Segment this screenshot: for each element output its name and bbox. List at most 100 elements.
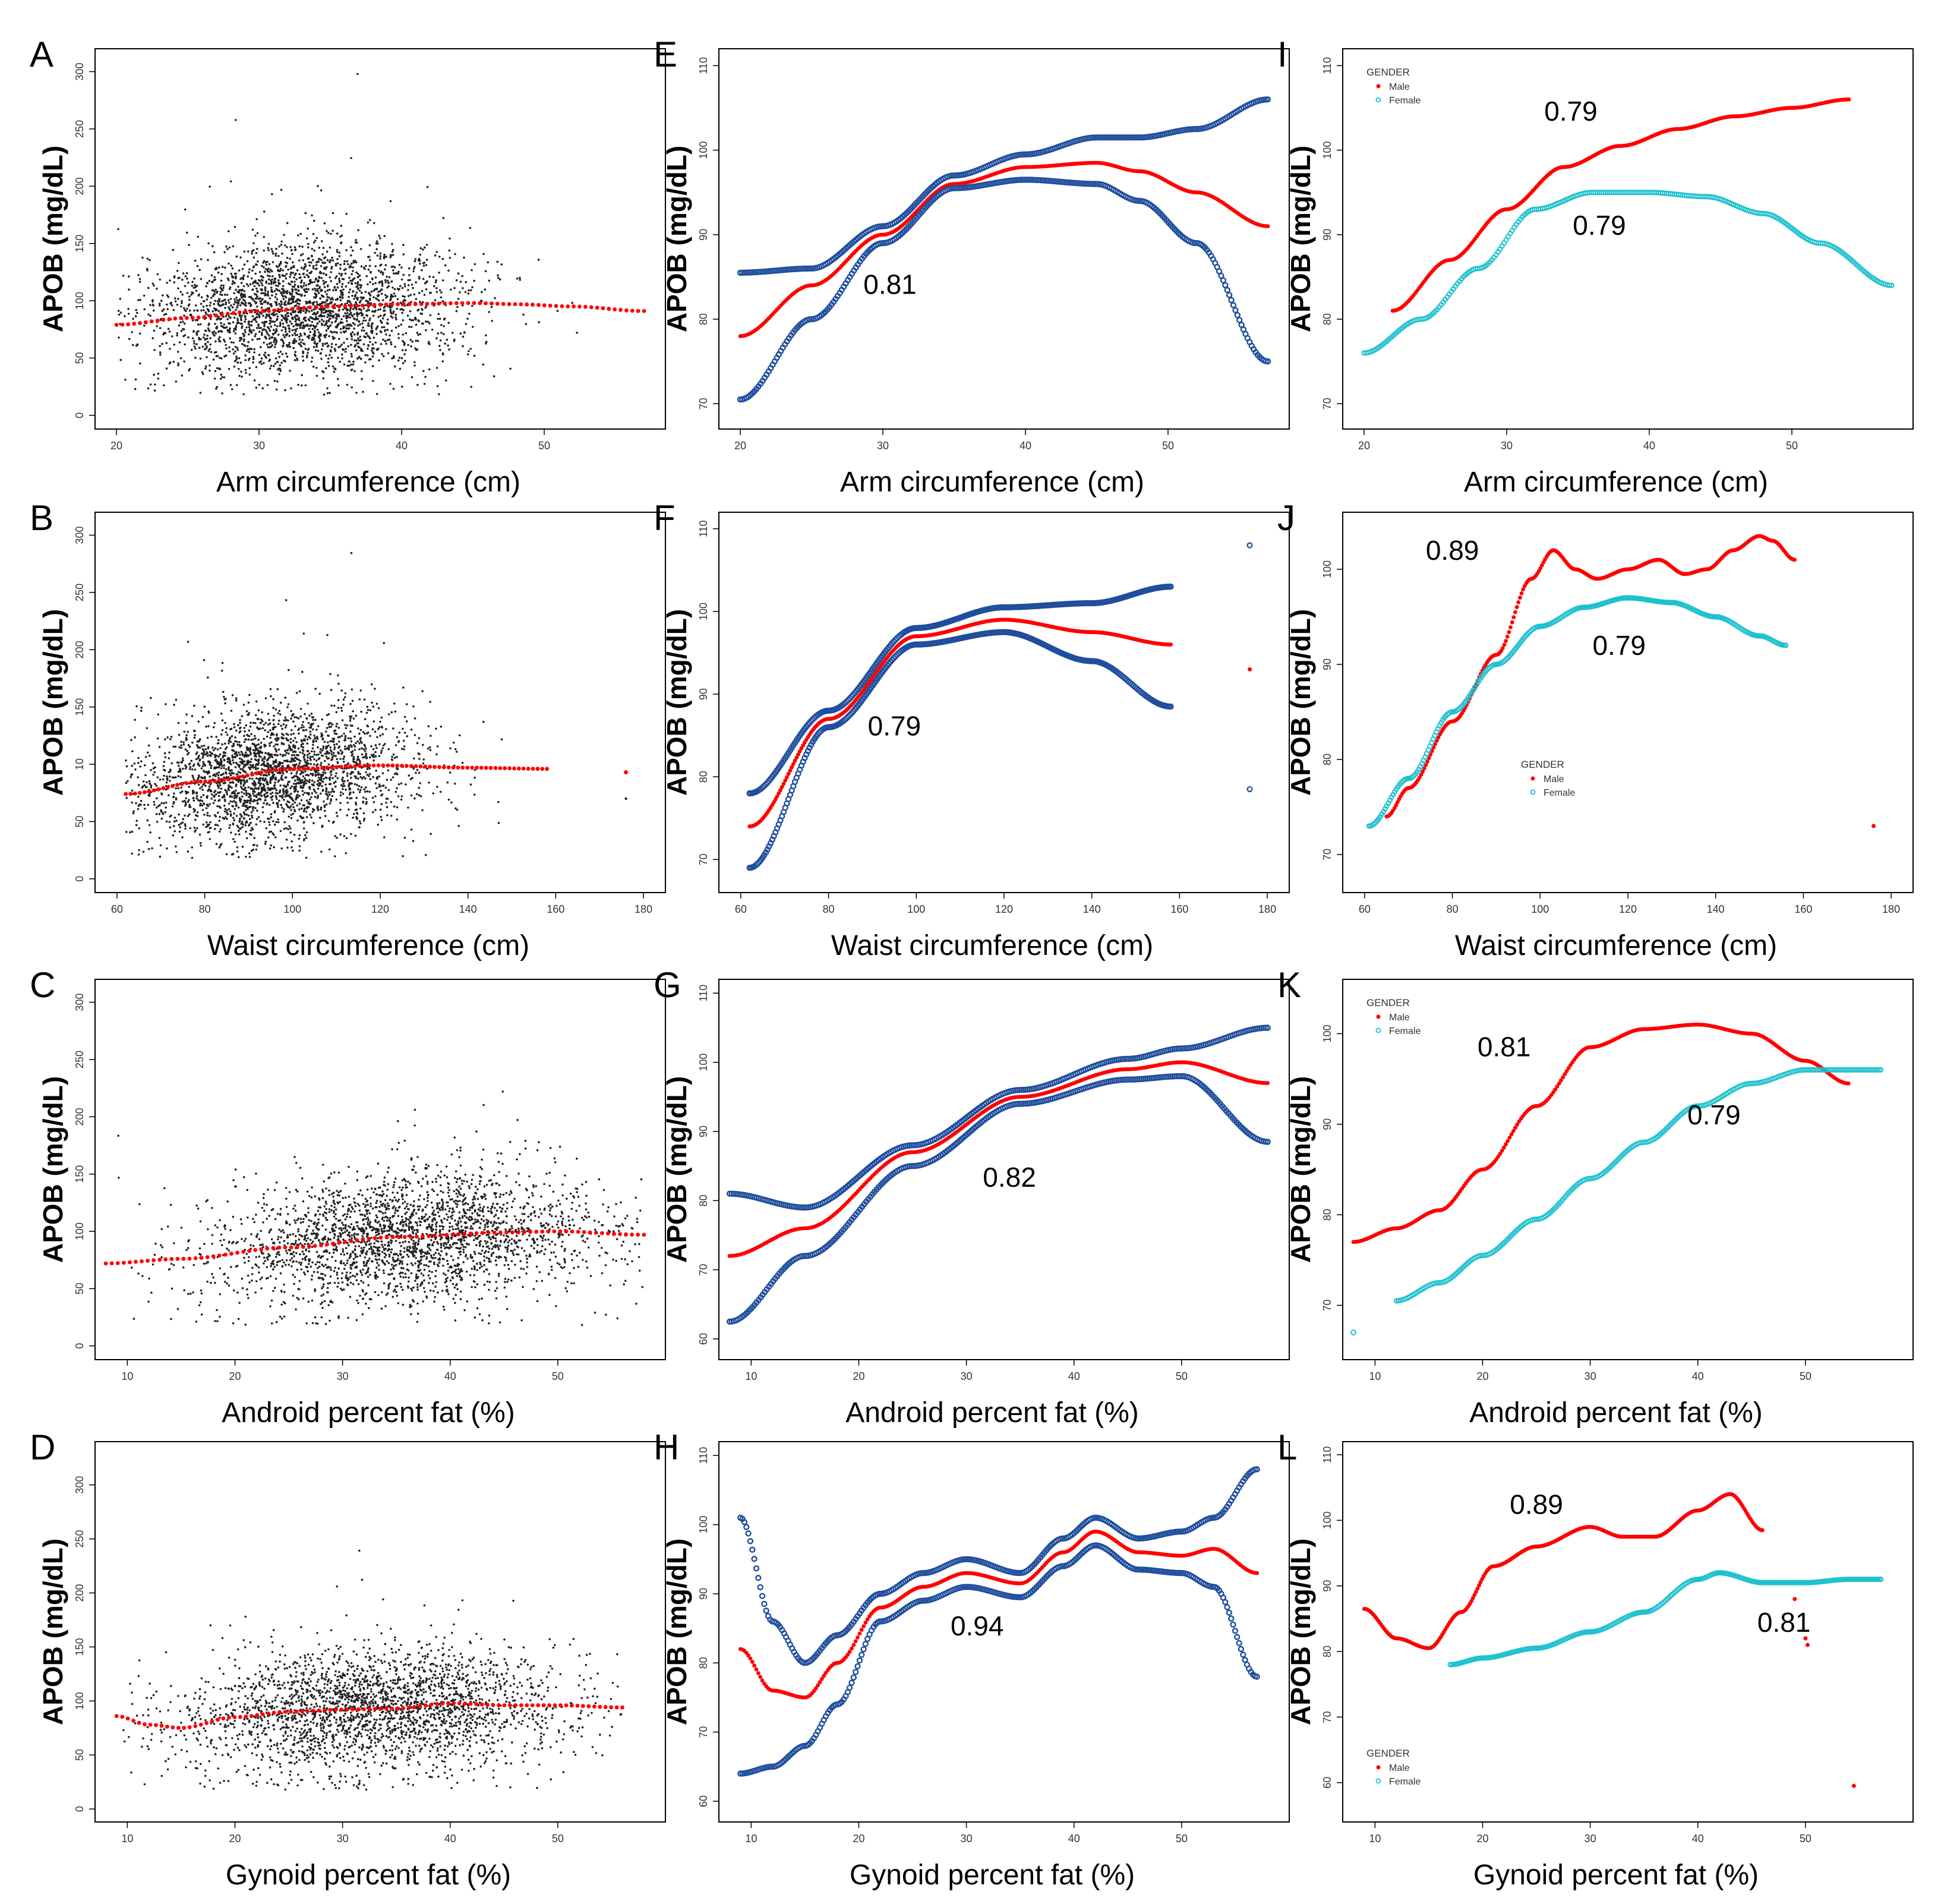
scatter-point: [311, 214, 313, 217]
scatter-point: [251, 250, 254, 253]
scatter-point: [222, 284, 225, 287]
scatter-point: [273, 339, 276, 342]
scatter-point: [291, 840, 293, 843]
scatter-point: [162, 812, 165, 815]
scatter-point: [289, 370, 291, 372]
scatter-point: [220, 373, 223, 376]
scatter-point: [320, 258, 323, 261]
scatter-point: [399, 308, 402, 311]
scatter-point: [251, 816, 254, 819]
scatter-point: [232, 756, 235, 759]
scatter-point: [252, 358, 255, 360]
scatter-point: [161, 310, 164, 313]
scatter-point: [301, 266, 303, 269]
scatter-point: [235, 255, 238, 258]
scatter-point: [449, 257, 452, 259]
scatter-point: [260, 332, 263, 334]
scatter-point: [269, 745, 271, 747]
scatter-point: [285, 752, 288, 754]
scatter-point: [261, 768, 264, 771]
scatter-point: [144, 764, 146, 767]
scatter-point: [156, 776, 159, 778]
scatter-point: [178, 746, 181, 749]
scatter-point: [462, 335, 465, 338]
scatter-point: [176, 351, 179, 353]
scatter-point: [166, 847, 168, 850]
scatter-point: [391, 316, 394, 319]
scatter-point: [466, 353, 469, 356]
scatter-point: [358, 289, 361, 292]
scatter-point: [374, 751, 377, 754]
scatter-point: [285, 328, 287, 330]
scatter-point: [216, 748, 219, 751]
scatter-point: [285, 352, 288, 355]
scatter-point: [221, 376, 223, 379]
scatter-point: [228, 329, 231, 332]
scatter-point: [387, 748, 390, 751]
scatter-point: [455, 310, 458, 313]
scatter-point: [414, 317, 416, 320]
scatter-point: [351, 355, 353, 358]
scatter-point: [278, 799, 280, 802]
scatter-point: [340, 707, 343, 710]
scatter-point: [469, 348, 472, 350]
scatter-point: [453, 783, 456, 785]
scatter-point: [280, 303, 283, 305]
scatter-point: [260, 282, 263, 285]
scatter-point: [367, 283, 369, 286]
scatter-point: [185, 272, 188, 275]
scatter-point: [354, 323, 356, 326]
scatter-point: [268, 271, 271, 273]
scatter-point: [400, 266, 403, 269]
scatter-point: [223, 696, 225, 698]
scatter-point: [134, 315, 137, 317]
scatter-point: [305, 291, 308, 293]
scatter-point: [307, 352, 309, 354]
scatter-point: [339, 791, 342, 794]
scatter-point: [306, 754, 309, 756]
scatter-point: [380, 789, 382, 792]
scatter-point: [233, 752, 236, 755]
scatter-point: [279, 261, 282, 263]
scatter-point: [390, 341, 392, 343]
scatter-point: [375, 770, 377, 772]
scatter-point: [295, 323, 298, 326]
scatter-point: [390, 343, 393, 346]
scatter-point: [346, 796, 349, 799]
scatter-point: [260, 788, 263, 791]
scatter-point: [346, 364, 349, 367]
fit-point: [413, 302, 418, 307]
scatter-point: [281, 274, 284, 277]
scatter-point: [349, 316, 351, 319]
scatter-point: [212, 280, 214, 283]
scatter-point: [275, 247, 277, 250]
scatter-point: [220, 321, 223, 324]
scatter-point: [375, 702, 378, 705]
scatter-point: [233, 819, 236, 822]
fit-point: [167, 317, 172, 321]
fit-point: [355, 304, 359, 308]
scatter-point: [334, 349, 337, 352]
scatter-point: [201, 345, 204, 348]
scatter-point: [362, 796, 365, 799]
scatter-point: [364, 732, 366, 735]
scatter-point: [274, 743, 277, 746]
scatter-point: [178, 261, 180, 264]
scatter-point: [239, 256, 242, 259]
scatter-point: [274, 338, 277, 340]
scatter-point: [369, 281, 371, 283]
scatter-point: [312, 267, 315, 270]
scatter-point: [321, 342, 324, 345]
scatter-point: [481, 291, 483, 294]
scatter-point: [375, 777, 378, 780]
scatter-point: [167, 327, 170, 330]
scatter-point: [219, 291, 222, 294]
scatter-point: [305, 799, 308, 802]
scatter-point: [255, 366, 258, 368]
scatter-point: [147, 847, 150, 850]
scatter-point: [302, 352, 304, 354]
scatter-point: [312, 716, 314, 718]
scatter-point: [346, 263, 349, 266]
scatter-point: [247, 734, 250, 737]
